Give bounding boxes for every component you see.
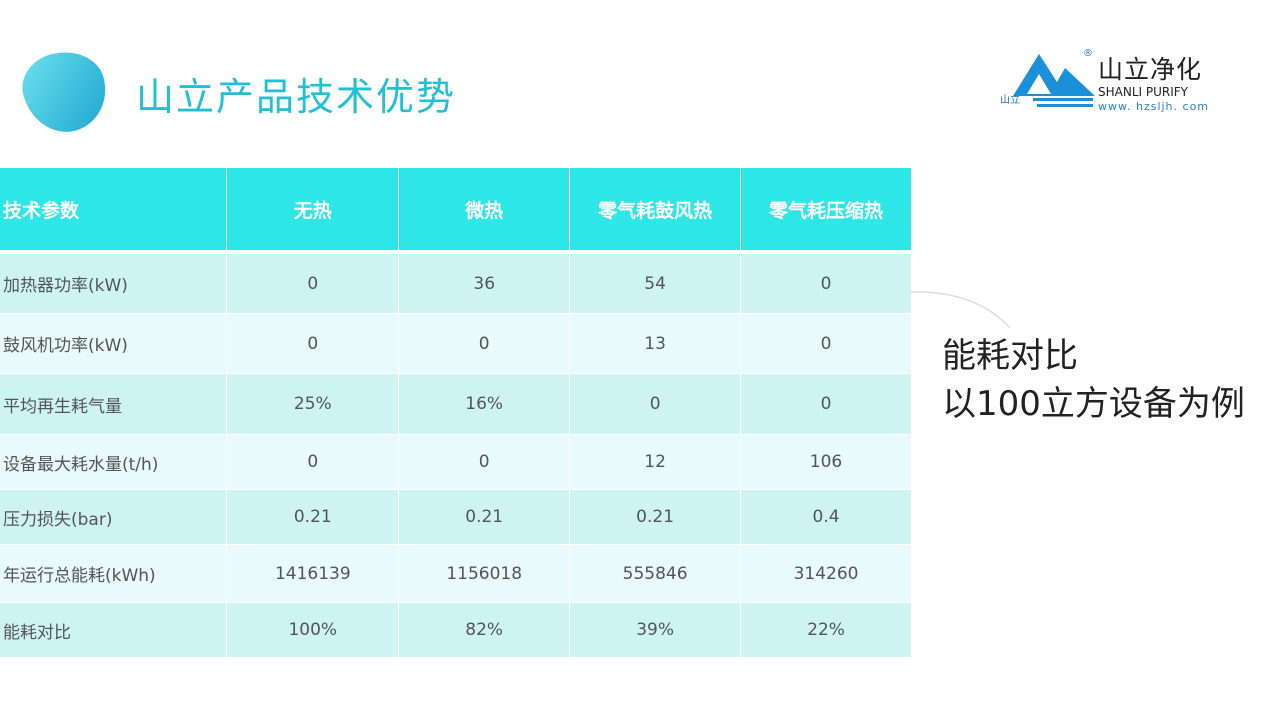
table-row: 压力损失(bar) 0.21 0.21 0.21 0.4	[0, 489, 912, 545]
logo-name-cn: 山立净化	[1098, 55, 1203, 84]
side-note-subtitle: 以100立方设备为例	[942, 384, 1245, 424]
parameter-cell: 鼓风机功率(kW)	[0, 313, 228, 374]
value-cell: 0	[226, 434, 400, 490]
value-cell: 0	[398, 434, 571, 490]
logo-small-text: 山立	[1000, 95, 1020, 106]
curved-arrow-icon	[909, 291, 1011, 329]
registered-mark: ®	[1083, 48, 1093, 59]
table-row: 加热器功率(kW) 0 36 54 0	[0, 252, 912, 314]
value-cell: 0.21	[398, 489, 571, 545]
value-cell: 106	[740, 434, 912, 490]
value-cell: 25%	[226, 373, 400, 435]
value-cell: 0.21	[569, 489, 742, 545]
comparison-table: 技术参数 无热 微热 零气耗鼓风热 零气耗压缩热 加热器功率(kW) 0 36 54 0…	[0, 168, 912, 658]
table-row: 能耗对比 100% 82% 39% 22%	[0, 602, 912, 658]
value-cell: 16%	[398, 373, 571, 435]
header-cell: 零气耗鼓风热	[569, 168, 742, 254]
header-cell: 无热	[226, 168, 400, 254]
value-cell: 100%	[226, 602, 400, 658]
logo-url: www. hzsljh. com	[1098, 100, 1210, 113]
value-cell: 0	[740, 373, 912, 435]
value-cell: 0	[740, 252, 912, 314]
mountain-logo-icon	[1013, 54, 1095, 107]
value-cell: 0	[398, 313, 571, 374]
value-cell: 1156018	[398, 544, 571, 603]
table-row: 平均再生耗气量 25% 16% 0 0	[0, 373, 912, 435]
value-cell: 0.21	[226, 489, 400, 545]
parameter-cell: 能耗对比	[0, 602, 228, 658]
side-note-title: 能耗对比	[942, 336, 1078, 376]
page-title: 山立产品技术优势	[136, 75, 457, 119]
side-note: 能耗对比 以100立方设备为例	[942, 332, 1245, 428]
value-cell: 0	[740, 313, 912, 374]
value-cell: 36	[398, 252, 571, 314]
value-cell: 82%	[398, 602, 571, 658]
parameter-cell: 加热器功率(kW)	[0, 252, 228, 314]
header-cell: 零气耗压缩热	[740, 168, 912, 254]
logo-name-en: SHANLI PURIFY	[1098, 85, 1188, 99]
company-logo: ® 山立 山立净化 SHANLI PURIFY www. hzsljh. com	[1000, 48, 1215, 118]
value-cell: 54	[569, 252, 742, 314]
value-cell: 0	[226, 252, 400, 314]
value-cell: 555846	[569, 544, 742, 603]
header-cell: 技术参数	[0, 168, 228, 254]
value-cell: 0	[226, 313, 400, 374]
parameter-cell: 年运行总能耗(kWh)	[0, 544, 228, 603]
parameter-cell: 压力损失(bar)	[0, 489, 228, 545]
value-cell: 0.4	[740, 489, 912, 545]
table-row: 年运行总能耗(kWh) 1416139 1156018 555846 314260	[0, 544, 912, 603]
value-cell: 22%	[740, 602, 912, 658]
parameter-cell: 平均再生耗气量	[0, 373, 228, 435]
value-cell: 39%	[569, 602, 742, 658]
value-cell: 314260	[740, 544, 912, 603]
table-header-row: 技术参数 无热 微热 零气耗鼓风热 零气耗压缩热	[0, 168, 912, 254]
value-cell: 12	[569, 434, 742, 490]
table-row: 设备最大耗水量(t/h) 0 0 12 106	[0, 434, 912, 490]
value-cell: 1416139	[226, 544, 400, 603]
value-cell: 13	[569, 313, 742, 374]
value-cell: 0	[569, 373, 742, 435]
parameter-cell: 设备最大耗水量(t/h)	[0, 434, 228, 490]
header-cell: 微热	[398, 168, 571, 254]
table-row: 鼓风机功率(kW) 0 0 13 0	[0, 313, 912, 374]
decorative-blob	[15, 42, 115, 142]
